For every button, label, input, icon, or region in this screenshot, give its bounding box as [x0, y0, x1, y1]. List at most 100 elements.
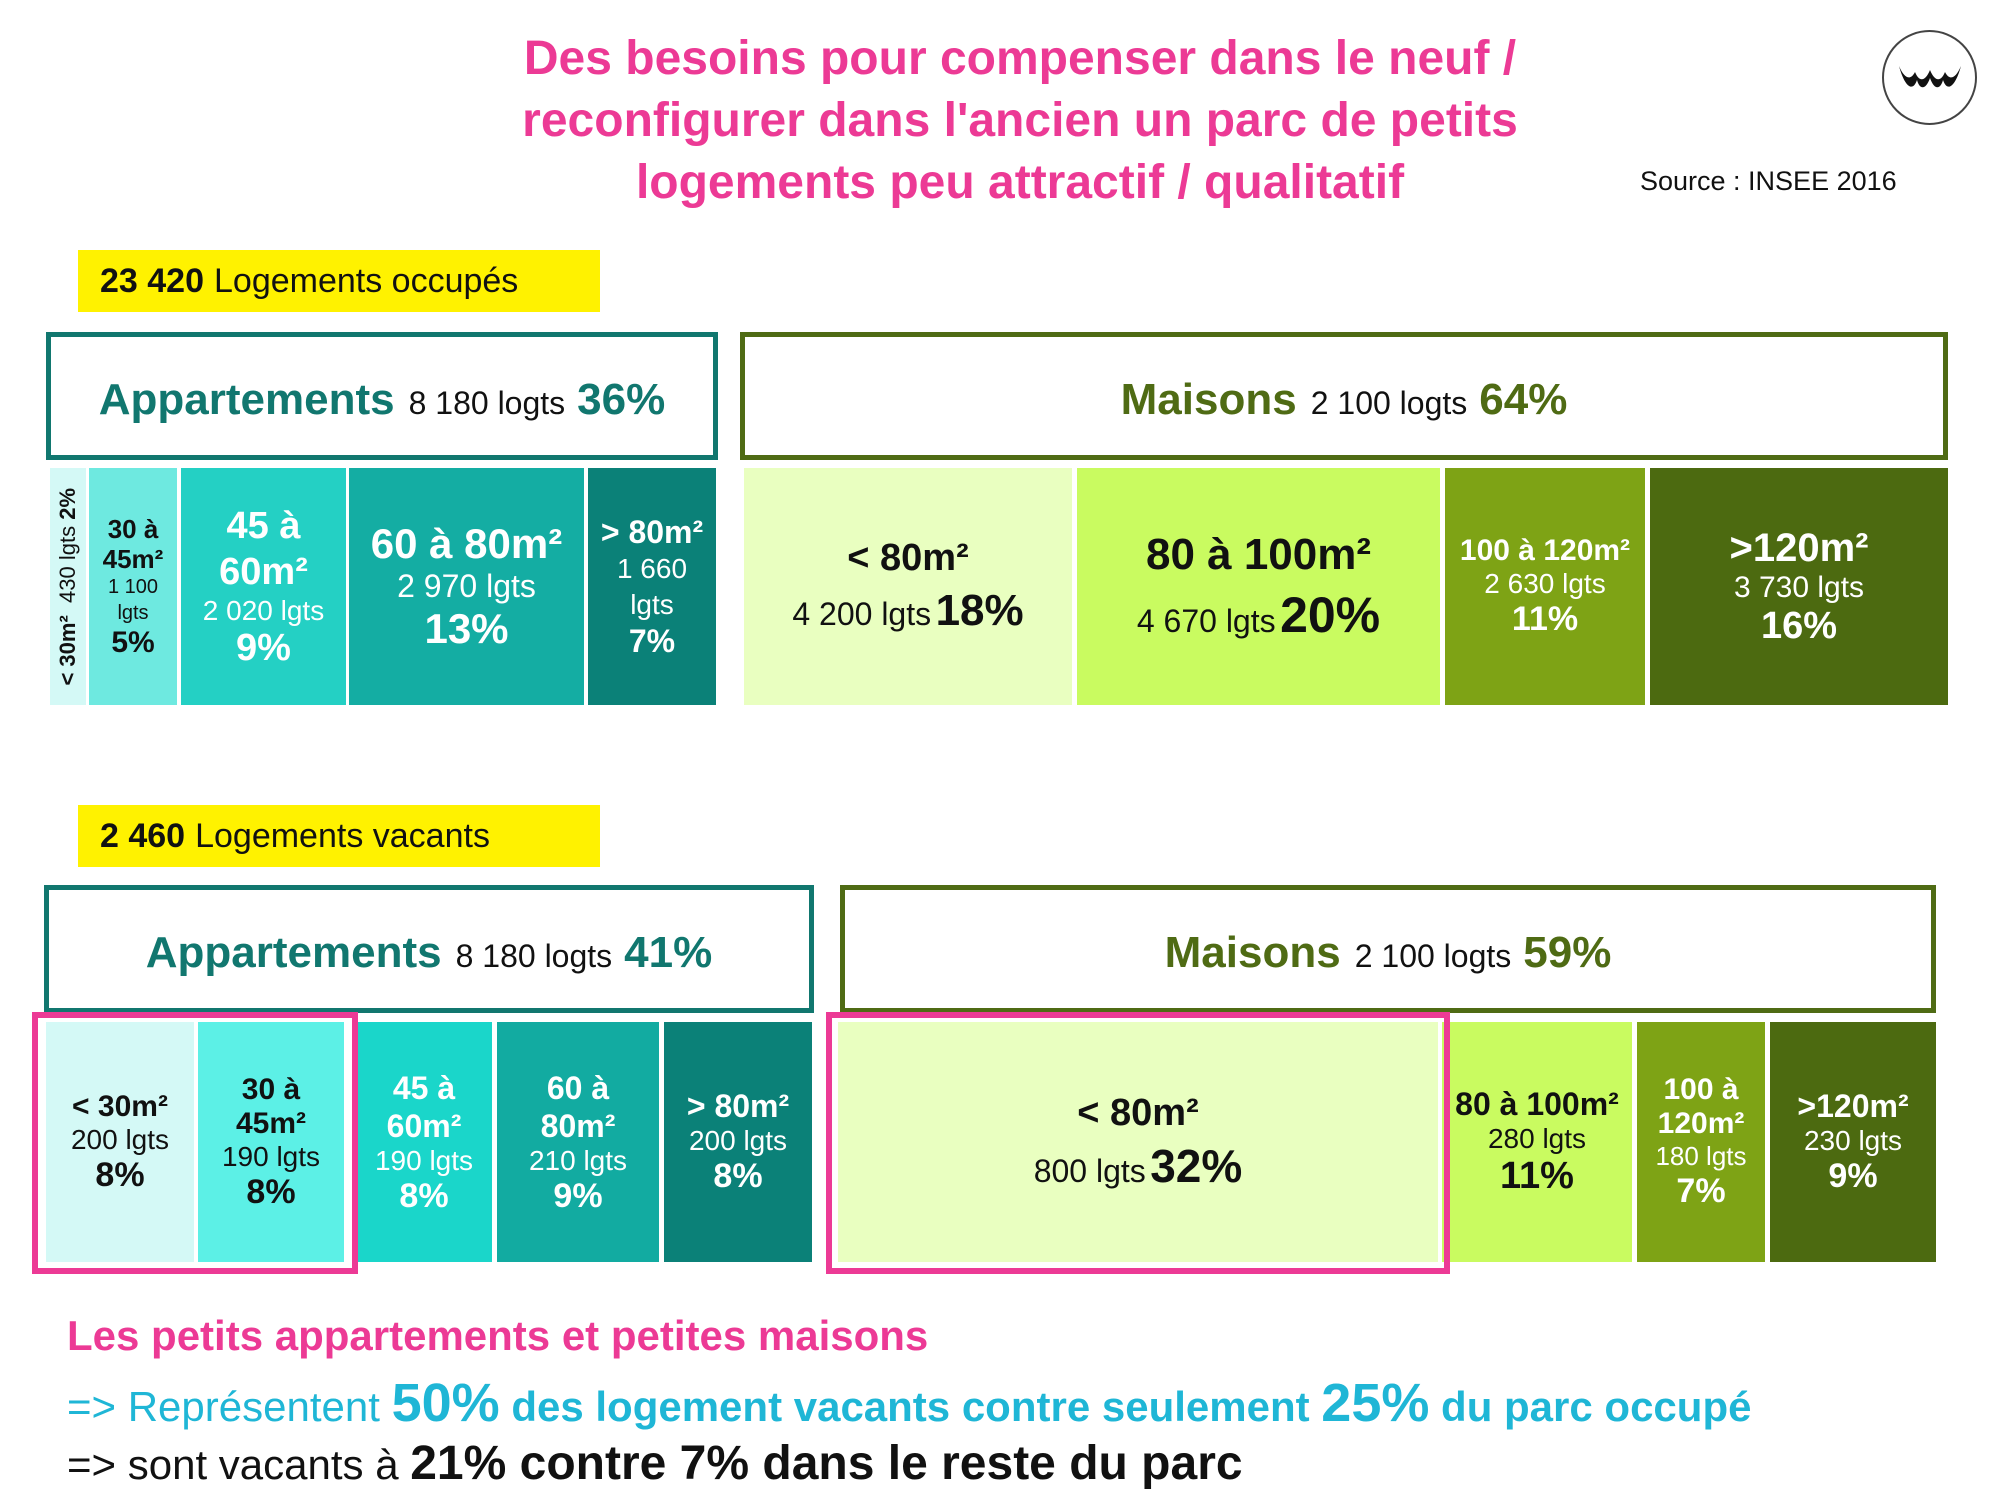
cell-pct: 13% [424, 605, 509, 652]
cell-pct: 32% [1150, 1139, 1243, 1192]
cell-pct: 9% [1828, 1157, 1878, 1195]
cell-count: 1 660 lgts [616, 552, 688, 620]
cell-count: 200 lgts [688, 1125, 788, 1156]
title-line-2: reconfigurer dans l'ancien un parc de pe… [522, 94, 1518, 147]
vacant-houses-header: Maisons 2 100 logts 59% [840, 885, 1936, 1013]
occupied-apartments-header: Appartements 8 180 logts 36% [46, 332, 718, 460]
cell-count: 4 200 lgts [792, 596, 932, 632]
occupied-apt-cell-30-45: 30 à 45m² 1 100 lgts 5% [89, 468, 177, 705]
vacant-label: Logements vacants [195, 816, 490, 855]
apartments-pct: 41% [624, 928, 713, 977]
cell-count: 2 630 lgts [1484, 568, 1606, 599]
houses-pct: 64% [1479, 375, 1568, 424]
conclusion-line-2: => Représentent 50% des logement vacants… [67, 1373, 1752, 1433]
cell-count: 1 100 lgts [107, 575, 159, 624]
source-note: Source : INSEE 2016 [1640, 166, 1897, 196]
title-line-1: Des besoins pour compenser dans le neuf … [523, 32, 1517, 85]
cell-count: 190 lgts [374, 1144, 474, 1176]
vacant-apt-cell-30-45: 30 à 45m² 190 lgts 8% [198, 1022, 344, 1262]
cell-count: 4 670 lgts [1136, 602, 1276, 639]
occupied-apt-cell-45-60: 45 à 60m² 2 020 lgts 9% [181, 468, 346, 705]
cell-label: 100 à 120m² [1657, 1073, 1745, 1140]
vacant-house-cell-lt80: < 80m² 800 lgts 32% [838, 1022, 1438, 1262]
occupied-apt-cell-gt80: > 80m² 1 660 lgts 7% [588, 468, 716, 705]
occupied-apt-cell-lt30: < 30m² 430 lgts 2% [50, 468, 86, 705]
houses-count: 2 100 logts [1310, 385, 1468, 421]
occupied-apt-cell-lt30-text: < 30m² 430 lgts 2% [55, 487, 80, 686]
cell-count: 210 lgts [528, 1144, 628, 1176]
vacant-badge: 2 460 Logements vacants [78, 805, 600, 867]
cell-pct: 7% [1676, 1172, 1726, 1210]
cell-count: 3 730 lgts [1733, 570, 1865, 604]
cell-label: 60 à 80m² [540, 1069, 616, 1144]
cell-label: >120m² [1797, 1088, 1909, 1124]
vacant-total: 2 460 [100, 816, 186, 855]
conclusion-heading: Les petits appartements et petites maiso… [67, 1312, 929, 1359]
cell-label: < 30m² [72, 1089, 168, 1123]
occupied-apt-cell-60-80: 60 à 80m² 2 970 lgts 13% [349, 468, 584, 705]
occupied-total: 23 420 [100, 261, 204, 300]
occupied-houses-header: Maisons 2 100 logts 64% [740, 332, 1948, 460]
cell-count: 2 970 lgts [397, 568, 536, 604]
cell-label: 80 à 100m² [1145, 529, 1372, 579]
cell-label: 80 à 100m² [1455, 1086, 1619, 1122]
vacant-house-cell-100-120: 100 à 120m² 180 lgts 7% [1637, 1022, 1765, 1262]
cell-pct: 18% [935, 586, 1024, 635]
cell-pct: 8% [246, 1172, 296, 1211]
cell-label: 60 à 80m² [370, 520, 563, 567]
vacant-house-cell-gt120: >120m² 230 lgts 9% [1770, 1022, 1936, 1262]
cell-label: 30 à 45m² [235, 1072, 307, 1140]
apartments-pct: 36% [577, 375, 666, 424]
occupied-label: Logements occupés [214, 261, 519, 300]
cell-count: 800 lgts [1033, 1152, 1146, 1189]
cell-label: 30 à 45m² [102, 513, 164, 574]
cell-pct: 9% [553, 1176, 603, 1215]
vacant-apt-cell-gt80: > 80m² 200 lgts 8% [664, 1022, 812, 1262]
cell-count: 280 lgts [1487, 1123, 1587, 1154]
cell-label: 100 à 120m² [1459, 534, 1631, 567]
houses-title: Maisons [1120, 375, 1297, 424]
cell-label: < 80m² [1077, 1091, 1199, 1134]
apartments-title: Appartements [145, 928, 442, 977]
small-houses-highlight [826, 1012, 1450, 1274]
occupied-house-cell-gt120: >120m² 3 730 lgts 16% [1650, 468, 1948, 705]
cell-label: > 80m² [600, 513, 704, 550]
apartments-count: 8 180 logts [408, 385, 566, 421]
vacant-apartments-header: Appartements 8 180 logts 41% [44, 885, 814, 1013]
cell-label: > 80m² [686, 1088, 790, 1124]
cell-count: 200 lgts [70, 1123, 170, 1155]
cell-label: 45 à 60m² [386, 1069, 462, 1144]
cell-count: 190 lgts [221, 1140, 321, 1172]
apartments-title: Appartements [98, 375, 395, 424]
vacant-apt-cell-60-80: 60 à 80m² 210 lgts 9% [497, 1022, 659, 1262]
page-title: Des besoins pour compenser dans le neuf … [420, 28, 1620, 214]
occupied-house-cell-80-100: 80 à 100m² 4 670 lgts 20% [1077, 468, 1440, 705]
cell-pct: 8% [713, 1157, 763, 1195]
cell-pct: 8% [399, 1176, 449, 1215]
cell-count: 230 lgts [1803, 1125, 1903, 1156]
cell-pct: 11% [1511, 600, 1579, 638]
houses-pct: 59% [1523, 928, 1612, 977]
wave-logo-icon [1882, 30, 1977, 125]
cell-pct: 8% [95, 1155, 145, 1194]
cell-pct: 5% [111, 625, 155, 659]
vacant-apt-cell-lt30: < 30m² 200 lgts 8% [46, 1022, 194, 1262]
houses-count: 2 100 logts [1354, 938, 1512, 974]
apartments-count: 8 180 logts [455, 938, 613, 974]
cell-count: 2 020 lgts [202, 595, 325, 626]
cell-pct: 11% [1500, 1155, 1574, 1197]
cell-label: >120m² [1729, 525, 1869, 570]
cell-count: 180 lgts [1655, 1141, 1747, 1171]
occupied-house-cell-100-120: 100 à 120m² 2 630 lgts 11% [1445, 468, 1645, 705]
cell-pct: 16% [1760, 604, 1838, 647]
cell-label: < 80m² [847, 537, 969, 579]
occupied-house-cell-lt80: < 80m² 4 200 lgts 18% [744, 468, 1072, 705]
small-apartments-highlight [32, 1012, 358, 1274]
occupied-badge: 23 420 Logements occupés [78, 250, 600, 312]
cell-label: 45 à 60m² [219, 505, 308, 593]
vacant-apt-cell-45-60: 45 à 60m² 190 lgts 8% [356, 1022, 492, 1262]
cell-pct: 7% [628, 622, 676, 659]
cell-pct: 20% [1280, 586, 1381, 643]
cell-pct: 9% [236, 627, 291, 669]
vacant-house-cell-80-100: 80 à 100m² 280 lgts 11% [1442, 1022, 1632, 1262]
